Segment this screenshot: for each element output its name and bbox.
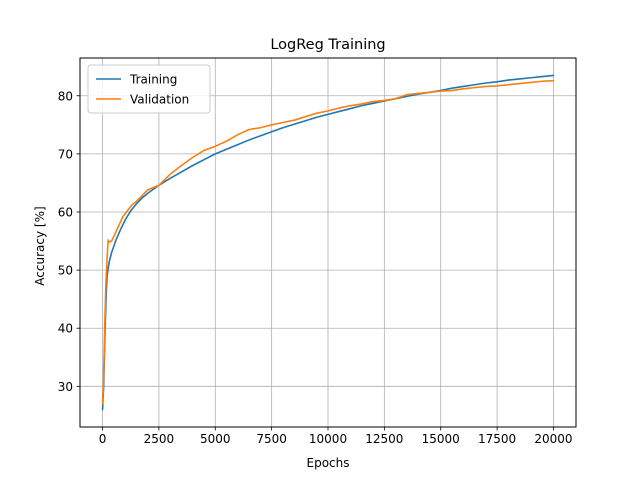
grid-lines — [80, 58, 576, 427]
x-tick-label: 15000 — [422, 432, 460, 446]
x-axis-label: Epochs — [307, 456, 350, 470]
x-tick-label: 20000 — [534, 432, 572, 446]
legend-box — [87, 64, 211, 114]
x-tick-label: 5000 — [200, 432, 231, 446]
x-tick-label: 7500 — [256, 432, 287, 446]
axis-ticks: 0 2500 5000 7500 10000 12500 15000 17500 20000 30… — [58, 89, 573, 446]
legend-label-validation: Validation — [130, 93, 189, 107]
series-line-training — [101, 74, 555, 411]
x-tick-label: 12500 — [365, 432, 403, 446]
y-tick-label: 40 — [58, 322, 73, 336]
x-tick-label: 10000 — [309, 432, 347, 446]
x-tick-label: 0 — [99, 432, 107, 446]
series-layer — [101, 74, 555, 411]
series-line-validation — [101, 79, 555, 405]
y-tick-label: 70 — [58, 147, 73, 161]
chart-title: LogReg Training — [270, 37, 385, 53]
y-tick-label: 60 — [58, 205, 73, 219]
y-tick-label: 80 — [58, 89, 73, 103]
x-tick-label: 2500 — [144, 432, 175, 446]
y-tick-label: 50 — [58, 264, 73, 278]
legend: Training Validation — [87, 64, 211, 114]
y-axis-label: Accuracy [%] — [33, 206, 47, 285]
legend-label-training: Training — [129, 73, 177, 87]
x-tick-label: 17500 — [478, 432, 516, 446]
y-tick-label: 30 — [58, 380, 73, 394]
